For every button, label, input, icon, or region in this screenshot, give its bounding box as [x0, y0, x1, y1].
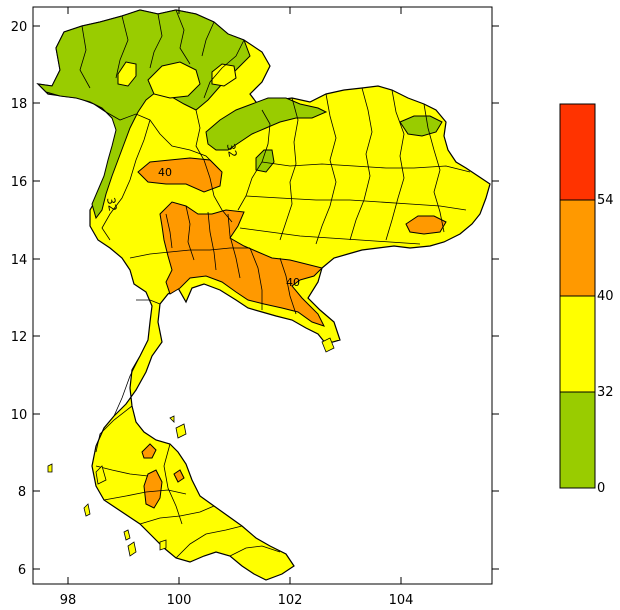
- contour-label-32-east: 32: [224, 142, 239, 158]
- orange-patch-north-central: [137, 157, 223, 193]
- colorbar-label-54: 54: [597, 193, 614, 208]
- colorbar-label-32: 32: [597, 385, 614, 400]
- y-tick-label-16: 16: [11, 175, 28, 190]
- colorbar-label-0: 0: [597, 481, 605, 496]
- colorbar-band-54-plus: [559, 103, 596, 201]
- land-green-0-32-central-patch: [255, 149, 275, 173]
- colorbar-label-40: 40: [597, 289, 614, 304]
- colorbar-band-32-40: [559, 295, 596, 393]
- colorbar-band-40-54: [559, 199, 596, 297]
- yellow-patch-north: [117, 61, 137, 87]
- islands: [47, 337, 335, 557]
- x-tick-label-98: 98: [60, 593, 77, 608]
- colorbar-band-0-32: [559, 391, 596, 489]
- y-tick-label-10: 10: [11, 408, 28, 423]
- x-tick-label-104: 104: [389, 593, 414, 608]
- orange-patch-south-2: [143, 469, 163, 509]
- y-tick-label-14: 14: [11, 253, 28, 268]
- map-area: [36, 9, 491, 581]
- contour-labels: 40 32 40 32: [104, 142, 300, 289]
- y-tick-label-12: 12: [11, 330, 28, 345]
- y-axis: [33, 25, 499, 570]
- x-tick-label-102: 102: [278, 593, 303, 608]
- y-tick-label-6: 6: [18, 563, 26, 578]
- y-tick-label-20: 20: [11, 20, 28, 35]
- yellow-patch-north-3: [147, 61, 201, 99]
- y-tick-label-18: 18: [11, 97, 28, 112]
- orange-patch-south-3: [173, 469, 185, 483]
- y-tick-label-8: 8: [18, 485, 26, 500]
- land-green-0-32-east-patch: [399, 115, 443, 137]
- colorbar: 54 40 32 0: [559, 103, 614, 496]
- x-axis: [67, 7, 402, 584]
- orange-patch-central-plain: [159, 201, 325, 327]
- contour-label-32-west: 32: [104, 196, 119, 212]
- land-green-0-32-east: [205, 97, 328, 151]
- contour-label-40-north: 40: [158, 166, 172, 179]
- province-boundaries: [79, 9, 471, 559]
- contour-label-40-south: 40: [286, 276, 300, 289]
- orange-patch-south-1: [141, 443, 157, 459]
- x-tick-label-100: 100: [167, 593, 192, 608]
- yellow-patch-north-2: [211, 63, 237, 87]
